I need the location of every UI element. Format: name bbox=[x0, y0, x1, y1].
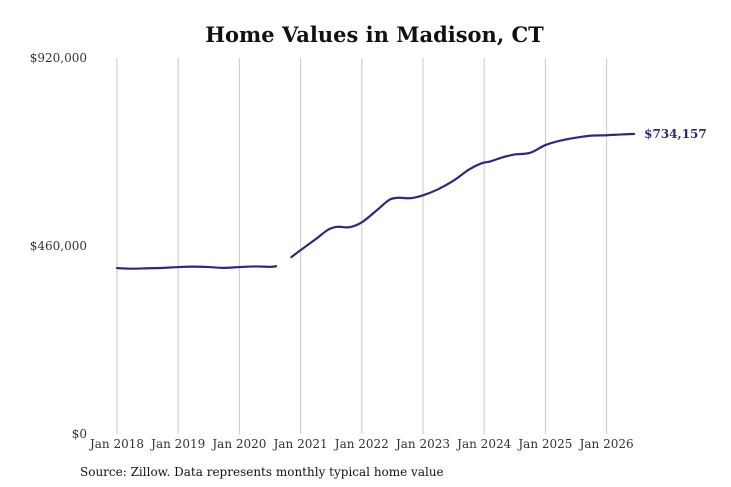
source-note: Source: Zillow. Data represents monthly … bbox=[80, 465, 444, 479]
x-tick-label: Jan 2023 bbox=[394, 437, 450, 451]
x-tick-label: Jan 2020 bbox=[210, 437, 266, 451]
series-line-segment bbox=[115, 265, 278, 270]
y-tick-label: $0 bbox=[72, 427, 87, 441]
x-tick-label: Jan 2024 bbox=[455, 437, 511, 451]
y-tick-label: $920,000 bbox=[30, 51, 87, 65]
x-tick-label: Jan 2025 bbox=[516, 437, 572, 451]
x-tick-label: Jan 2019 bbox=[149, 437, 205, 451]
x-tick-label: Jan 2018 bbox=[88, 437, 144, 451]
gridlines bbox=[116, 58, 608, 434]
series-line bbox=[115, 132, 636, 270]
end-value-label: $734,157 bbox=[644, 127, 707, 141]
x-tick-label: Jan 2026 bbox=[578, 437, 634, 451]
y-tick-label: $460,000 bbox=[30, 239, 87, 253]
chart-title: Home Values in Madison, CT bbox=[205, 22, 544, 47]
y-axis-tick-labels: $0 $460,000 $920,000 bbox=[30, 51, 87, 441]
x-axis-tick-labels: Jan 2018 Jan 2019 Jan 2020 Jan 2021 Jan 2022… bbox=[88, 437, 634, 451]
end-value-label-group: $734,157 bbox=[644, 127, 707, 141]
x-tick-label: Jan 2022 bbox=[333, 437, 389, 451]
series-line-segment bbox=[290, 132, 636, 259]
x-tick-label: Jan 2021 bbox=[272, 437, 328, 451]
